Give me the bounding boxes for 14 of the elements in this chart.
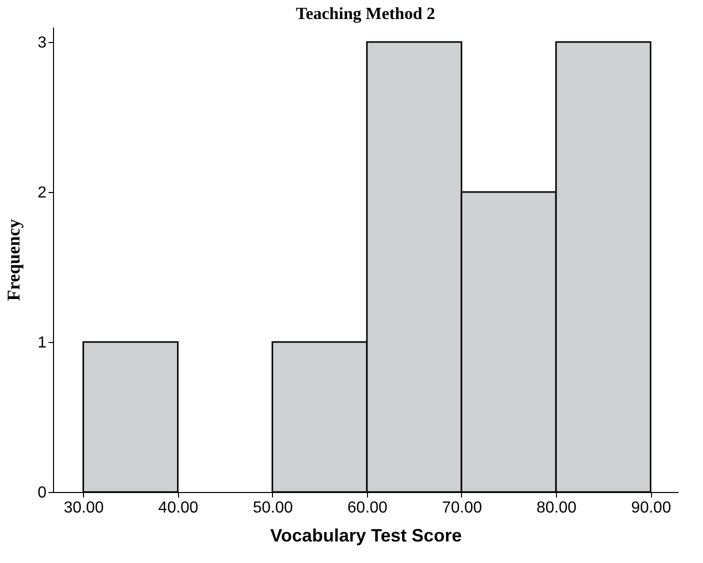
y-tick-label: 2 [38, 184, 47, 202]
x-tick-label: 30.00 [64, 500, 104, 516]
y-axis-title: Frequency [4, 219, 24, 301]
x-axis-title: Vocabulary Test Score [270, 526, 462, 546]
chart-title: Teaching Method 2 [296, 4, 436, 23]
y-tick-label: 0 [38, 484, 47, 502]
x-tick-label: 70.00 [442, 500, 482, 516]
x-tick-label: 40.00 [158, 500, 198, 516]
x-tick-label: 50.00 [252, 500, 293, 516]
y-tick-label: 3 [38, 34, 47, 52]
x-tick-label: 90.00 [631, 500, 672, 516]
y-tick-label: 1 [38, 334, 47, 352]
x-tick-label: 60.00 [347, 500, 388, 516]
x-tick-label: 80.00 [536, 500, 577, 516]
